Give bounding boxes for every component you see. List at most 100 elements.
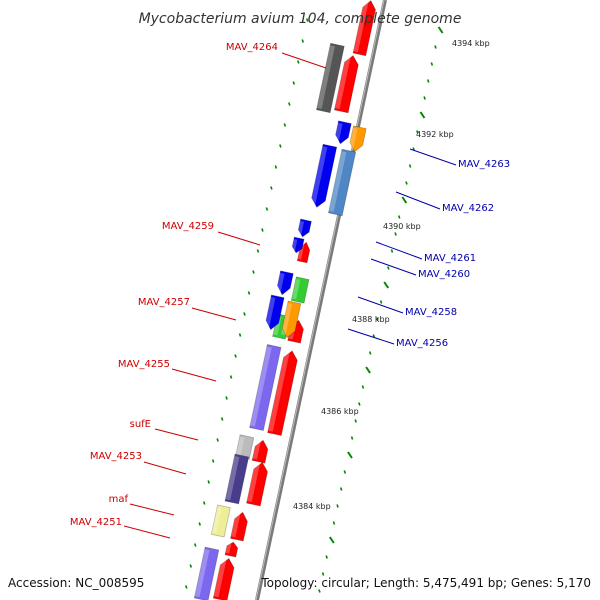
gene-purple-bottom-shape [193,546,220,600]
inner-tick [283,123,287,127]
gene-mav-4255-shine [250,346,272,427]
gene-mav-4263-blue [310,143,338,208]
gene-mav-4255-red [267,350,298,437]
outer-tick [339,487,343,491]
outer-tick [361,385,365,389]
gene-label-right: MAV_4261 [424,253,476,264]
gene-label-left: MAV_4251 [70,517,122,528]
outer-tick [426,79,430,83]
gene-sufE-shape [235,434,255,460]
gene-red-top [352,0,376,57]
inner-tick [305,18,309,22]
outer-tick [336,504,339,508]
inner-tick [274,165,278,169]
outer-tick [430,62,434,66]
leader-left [217,231,261,246]
gene-red-top-shine [353,1,369,53]
outer-tick [394,232,397,236]
gene-mav-4251-shine [225,542,232,554]
gene-sufE [235,434,255,460]
inner-tick [243,312,246,316]
gene-mav-4264-shine [316,45,335,109]
gene-mav-4261-shape [297,218,312,238]
gene-mav-4258-shine [291,278,301,300]
gene-blue-mid [276,270,294,296]
gene-label-right: MAV_4263 [458,159,510,170]
gene-mav-4253-red-shape [246,461,268,507]
genome-backbone [255,0,387,600]
leader-left [154,428,199,441]
leader-left [143,461,187,475]
inner-tick [193,543,197,547]
gene-mav-4255-red-shine [268,351,290,432]
gene-mav-4253 [224,453,250,505]
outer-tick [372,334,376,338]
outer-tick [343,470,347,474]
gene-mav-4264 [315,42,345,114]
outer-tick [350,436,354,440]
gene-mav-4258 [290,276,310,304]
scale-label: 4392 kbp [416,130,454,139]
gene-maf-shine [211,506,222,534]
gene-mav-4260-shape [291,236,305,254]
gene-red-bottom-shine [213,558,227,598]
leader-right [347,328,395,345]
gene-mav-4263-blue-shape [311,143,338,208]
outer-tick [416,130,419,134]
outer-tick [325,555,328,559]
gene-suf-red-shine [252,440,261,460]
inner-tick [216,438,219,442]
gene-mav-4251-shape [224,541,239,558]
outer-tick [401,196,408,204]
outer-tick [332,521,336,525]
gene-sufE-shine [235,436,245,456]
outer-tick [383,281,390,289]
inner-tick [225,396,228,400]
gene-label-right: MAV_4260 [418,269,470,280]
gene-mav-4259-shine [297,243,305,260]
gene-red-bottom [212,557,235,600]
outer-tick [354,419,357,423]
leader-left [171,368,217,382]
scale-labels: 4394 kbp 4392 kbp 4390 kbp 4388 kbp 4386 kbp… [293,39,490,511]
inner-tick [279,144,282,148]
gene-mav-4256-shine [281,302,293,336]
gene-blue-mid-shine [276,272,285,293]
gene-maf [210,504,231,538]
scale-label: 4386 kbp [321,407,359,416]
gene-label-right: MAV_4256 [396,338,448,349]
topology-summary: Topology: circular; Length: 5,475,491 bp… [260,576,591,590]
leader-right [395,191,441,210]
gene-blue-mid-shape [277,270,294,296]
gene-mav-4264-red [333,55,359,114]
leader-right [357,296,404,314]
outer-tick [405,181,408,185]
leader-right [409,148,457,166]
outer-tick [376,317,379,321]
inner-tick [247,291,251,295]
gene-mav-4264-red-shine [334,56,351,109]
gene-mav-4261-shine [297,220,304,235]
leader-left [123,525,171,539]
gene-red-bottom-shape [212,557,235,600]
outer-tick [347,451,353,459]
gene-mav-4256-blue-shape [265,294,285,331]
outer-tick [434,45,437,49]
gene-label-left: MAV_4255 [118,359,170,370]
inner-tick [189,564,193,568]
inner-tick [207,480,210,484]
scale-label: 4388 kbp [352,315,390,324]
outer-tick [358,402,361,406]
gene-label-right: MAV_4262 [442,203,494,214]
inner-tick [211,459,215,463]
gene-mav-4256-shape [281,300,302,339]
gene-features [193,0,376,600]
gene-mav-4258-shape [290,276,310,304]
gene-label-left: maf [109,494,129,505]
inner-tick [270,186,273,190]
gene-mav-4263-shine [348,127,358,150]
gene-mav-4264-red-shape [333,55,359,114]
gene-mav-4256 [281,300,302,339]
